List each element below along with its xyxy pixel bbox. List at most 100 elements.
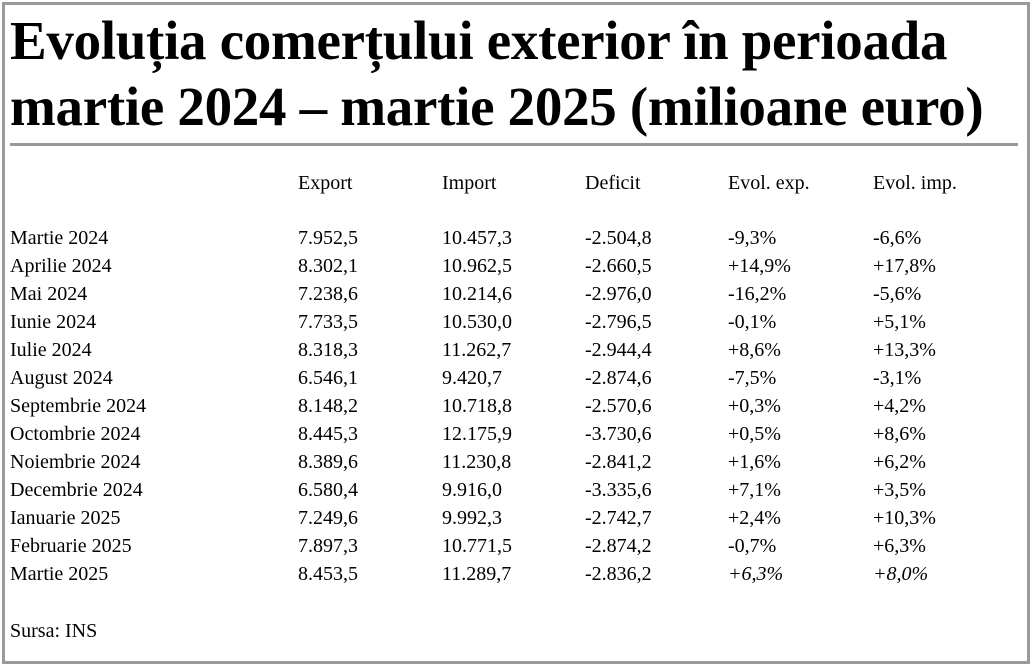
cell-evol-imp: +5,1% [873, 311, 926, 333]
header-period [10, 168, 298, 198]
cell-deficit: -2.660,5 [585, 255, 652, 277]
cell-deficit: -2.504,8 [585, 227, 652, 249]
cell-evol-imp: +4,2% [873, 395, 926, 417]
cell-export: 7.249,6 [298, 507, 358, 529]
cell-evol-exp: +7,1% [728, 479, 781, 501]
table-row: Noiembrie 2024 8.389,6 11.230,8 -2.841,2 +1,… [10, 448, 1013, 476]
cell-period: Februarie 2025 [10, 535, 132, 557]
cell-evol-imp: -6,6% [873, 227, 922, 249]
cell-export: 7.238,6 [298, 283, 358, 305]
cell-import: 10.718,8 [442, 395, 512, 417]
header-evol-imp: Evol. imp. [873, 172, 957, 194]
title-line-2: martie 2024 – martie 2025 (milioane euro… [10, 76, 984, 137]
cell-import: 10.457,3 [442, 227, 512, 249]
cell-export: 8.453,5 [298, 563, 358, 585]
title-line-1: Evoluția comerțului exterior în perioada [10, 10, 948, 71]
cell-export: 8.302,1 [298, 255, 358, 277]
cell-deficit: -2.742,7 [585, 507, 652, 529]
cell-period: Aprilie 2024 [10, 255, 112, 277]
cell-deficit: -2.836,2 [585, 563, 652, 585]
cell-evol-exp: +8,6% [728, 339, 781, 361]
cell-period: Martie 2025 [10, 563, 109, 585]
table-row: Iunie 2024 7.733,5 10.530,0 -2.796,5 -0,1% +5… [10, 308, 1013, 336]
table-row: Ianuarie 2025 7.249,6 9.992,3 -2.742,7 +2,4%… [10, 504, 1013, 532]
cell-import: 11.289,7 [442, 563, 512, 585]
page-title: Evoluția comerțului exterior în perioada… [10, 8, 984, 140]
cell-evol-exp: +0,3% [728, 395, 781, 417]
cell-evol-exp: -9,3% [728, 227, 777, 249]
cell-import: 10.771,5 [442, 535, 512, 557]
cell-evol-exp: -16,2% [728, 283, 787, 305]
cell-deficit: -2.944,4 [585, 339, 652, 361]
cell-evol-imp: +13,3% [873, 339, 936, 361]
trade-table: Export Import Deficit Evol. exp. Evol. i… [10, 168, 1013, 588]
header-import: Import [442, 172, 497, 194]
cell-evol-exp: -7,5% [728, 367, 777, 389]
table-row: August 2024 6.546,1 9.420,7 -2.874,6 -7,5% -3… [10, 364, 1013, 392]
cell-import: 9.916,0 [442, 479, 502, 501]
cell-evol-exp: -0,1% [728, 311, 777, 333]
cell-evol-imp: -3,1% [873, 367, 922, 389]
table-row: Mai 2024 7.238,6 10.214,6 -2.976,0 -16,2% -5,… [10, 280, 1013, 308]
cell-period: August 2024 [10, 367, 113, 389]
header-spacer [10, 198, 1013, 224]
cell-evol-imp: +3,5% [873, 479, 926, 501]
cell-evol-imp: +10,3% [873, 507, 936, 529]
cell-evol-imp: +6,2% [873, 451, 926, 473]
title-divider [10, 143, 1018, 146]
cell-export: 6.546,1 [298, 367, 358, 389]
cell-deficit: -2.796,5 [585, 311, 652, 333]
cell-period: Octombrie 2024 [10, 423, 141, 445]
cell-evol-imp: -5,6% [873, 283, 922, 305]
cell-evol-exp: +6,3% [728, 563, 784, 585]
table-row: Iulie 2024 8.318,3 11.262,7 -2.944,4 +8,6% +1… [10, 336, 1013, 364]
header-deficit: Deficit [585, 172, 641, 194]
cell-period: Iulie 2024 [10, 339, 92, 361]
cell-export: 7.897,3 [298, 535, 358, 557]
table-row: Decembrie 2024 6.580,4 9.916,0 -3.335,6 +7,1… [10, 476, 1013, 504]
cell-evol-exp: -0,7% [728, 535, 777, 557]
cell-period: Martie 2024 [10, 227, 109, 249]
cell-period: Iunie 2024 [10, 311, 97, 333]
table-body: Martie 2024 7.952,5 10.457,3 -2.504,8 -9,3% -… [10, 198, 1013, 588]
cell-evol-exp: +1,6% [728, 451, 781, 473]
cell-deficit: -2.570,6 [585, 395, 652, 417]
cell-export: 7.952,5 [298, 227, 358, 249]
cell-deficit: -2.874,2 [585, 535, 652, 557]
cell-period: Ianuarie 2025 [10, 507, 121, 529]
cell-import: 12.175,9 [442, 423, 512, 445]
cell-export: 8.318,3 [298, 339, 358, 361]
cell-export: 7.733,5 [298, 311, 358, 333]
header-row: Export Import Deficit Evol. exp. Evol. i… [10, 168, 1013, 198]
cell-evol-exp: +0,5% [728, 423, 781, 445]
cell-evol-imp: +8,6% [873, 423, 926, 445]
cell-evol-imp: +6,3% [873, 535, 926, 557]
table-row: Martie 2024 7.952,5 10.457,3 -2.504,8 -9,3% -… [10, 224, 1013, 252]
cell-import: 11.262,7 [442, 339, 512, 361]
source-note: Sursa: INS [10, 620, 98, 642]
cell-import: 9.420,7 [442, 367, 502, 389]
cell-evol-exp: +14,9% [728, 255, 791, 277]
cell-period: Noiembrie 2024 [10, 451, 141, 473]
table-row: Septembrie 2024 8.148,2 10.718,8 -2.570,6 +0… [10, 392, 1013, 420]
cell-export: 8.389,6 [298, 451, 358, 473]
cell-period: Mai 2024 [10, 283, 88, 305]
table-row: Martie 2025 8.453,5 11.289,7 -2.836,2 +6,3% +… [10, 560, 1013, 588]
cell-evol-imp: +8,0% [873, 563, 929, 585]
cell-import: 11.230,8 [442, 451, 512, 473]
cell-deficit: -3.730,6 [585, 423, 652, 445]
cell-import: 10.530,0 [442, 311, 512, 333]
table-row: Februarie 2025 7.897,3 10.771,5 -2.874,2 -0,… [10, 532, 1013, 560]
cell-evol-imp: +17,8% [873, 255, 936, 277]
cell-import: 9.992,3 [442, 507, 502, 529]
cell-export: 8.148,2 [298, 395, 358, 417]
table-row: Octombrie 2024 8.445,3 12.175,9 -3.730,6 +0,… [10, 420, 1013, 448]
cell-import: 10.962,5 [442, 255, 512, 277]
header-export: Export [298, 172, 353, 194]
header-evol-exp: Evol. exp. [728, 172, 810, 194]
cell-deficit: -3.335,6 [585, 479, 652, 501]
cell-deficit: -2.874,6 [585, 367, 652, 389]
table-row: Aprilie 2024 8.302,1 10.962,5 -2.660,5 +14,9… [10, 252, 1013, 280]
cell-deficit: -2.841,2 [585, 451, 652, 473]
